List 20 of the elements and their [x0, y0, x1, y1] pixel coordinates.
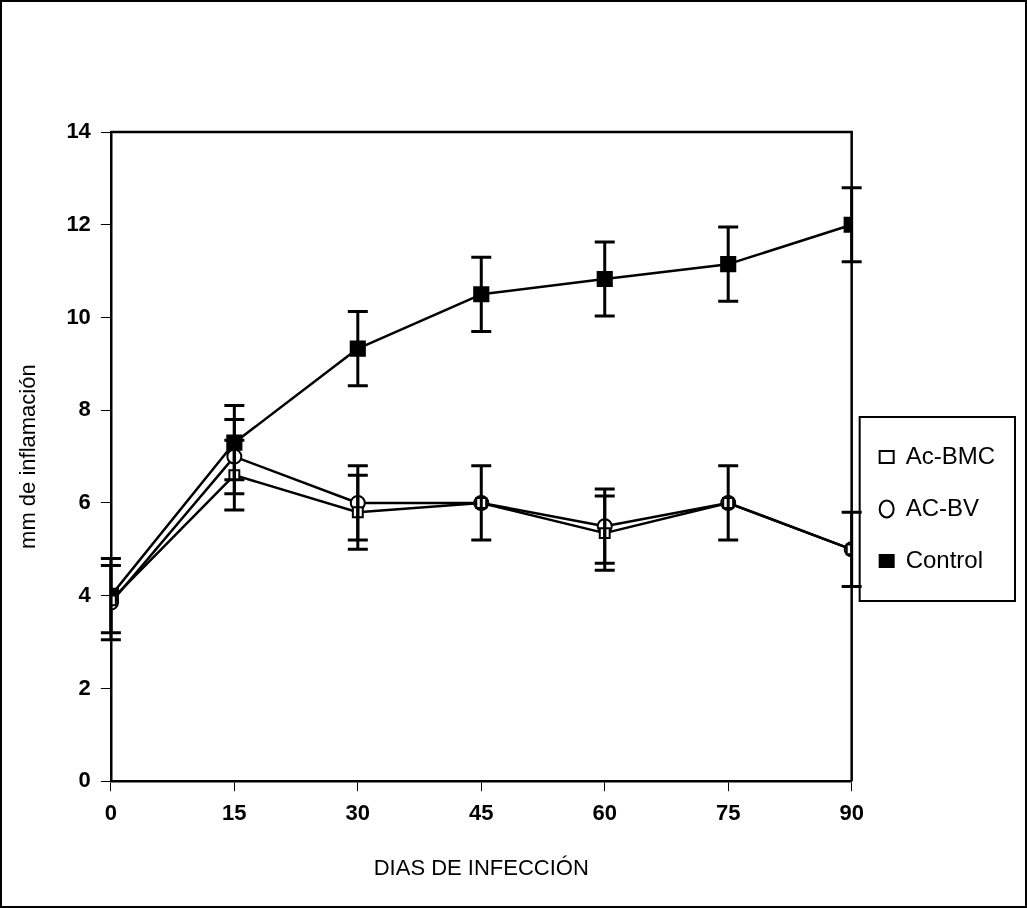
legend-label: Ac-BMC: [905, 441, 996, 469]
y-tick-label: 8: [78, 396, 91, 422]
y-tick-label: 14: [66, 118, 92, 144]
legend-label: Control: [905, 545, 984, 573]
x-tick-label: 60: [592, 800, 617, 826]
y-tick-label: 10: [66, 303, 91, 329]
y-tick-label: 6: [78, 489, 91, 515]
x-tick-label: 75: [715, 800, 741, 826]
x-axis-title: DIAS DE INFECCIÓN: [373, 854, 589, 880]
y-tick-label: 2: [78, 674, 91, 700]
y-axis-title: mm de inflamación: [15, 364, 41, 549]
x-tick-label: 90: [839, 800, 864, 826]
x-tick-label: 30: [345, 800, 371, 826]
x-tick-label: 45: [469, 800, 494, 826]
y-tick-label: 12: [66, 210, 91, 236]
y-tick-label: 4: [78, 581, 92, 607]
x-tick-label: 0: [104, 800, 117, 826]
legend-label: AC-BV: [905, 493, 980, 521]
y-tick-label: 0: [78, 767, 91, 793]
x-tick-label: 15: [222, 800, 247, 826]
